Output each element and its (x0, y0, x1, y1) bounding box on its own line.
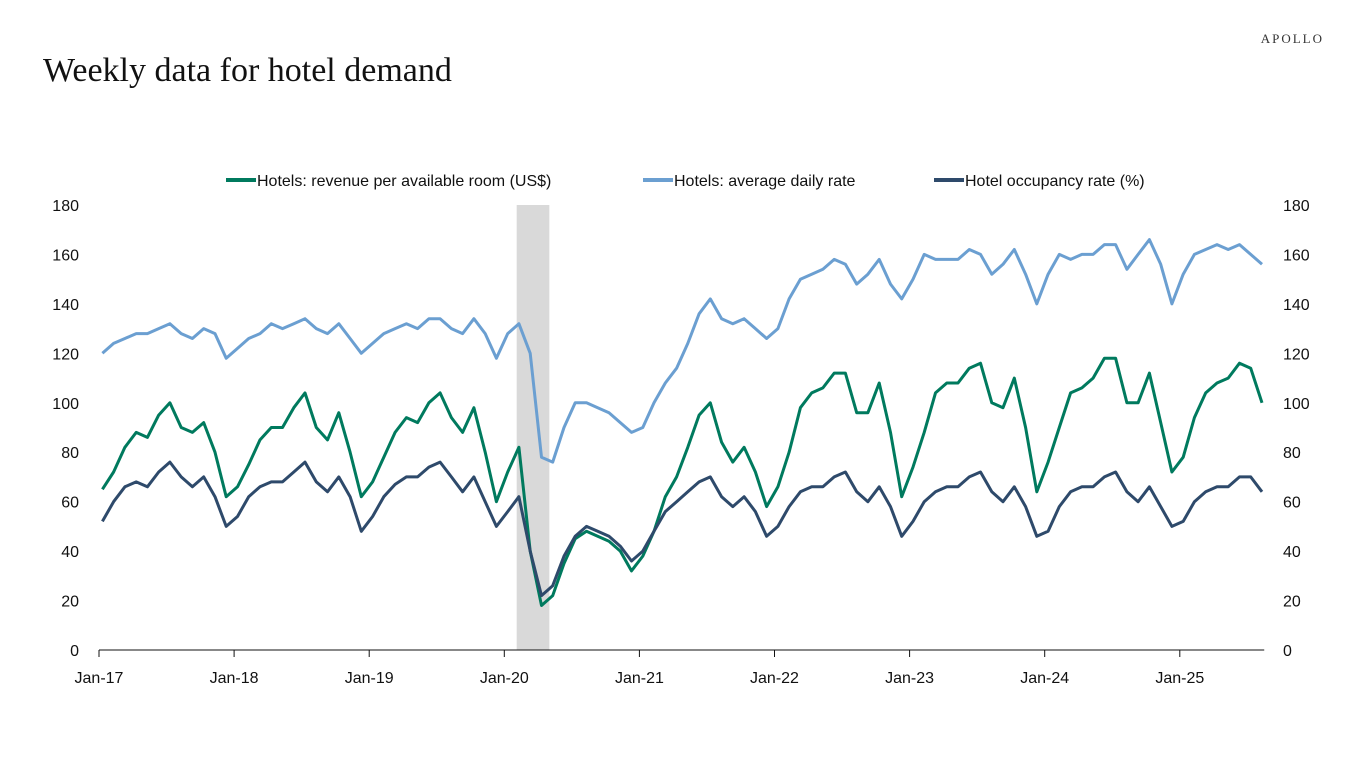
series-line-1 (101, 356, 1264, 607)
y2-tick-label: 0 (1283, 643, 1292, 660)
y-tick-label: 140 (52, 297, 79, 314)
legend-label: Hotel occupancy rate (%) (965, 173, 1145, 190)
y2-tick-label: 60 (1283, 495, 1301, 512)
x-tick-label: Jan-18 (210, 670, 259, 687)
series-line-2 (101, 238, 1263, 464)
y-tick-label: 20 (61, 594, 79, 611)
y2-tick-label: 140 (1283, 297, 1310, 314)
y-tick-label: 40 (61, 544, 79, 561)
y2-tick-label: 160 (1283, 247, 1310, 264)
x-tick-label: Jan-24 (1020, 670, 1069, 687)
x-tick-label: Jan-21 (615, 670, 664, 687)
y-tick-label: 60 (61, 495, 79, 512)
y-tick-label: 180 (52, 198, 79, 215)
y-tick-label: 120 (52, 346, 79, 363)
recession-shading (516, 205, 550, 650)
x-tick-label: Jan-25 (1155, 670, 1204, 687)
legend-label: Hotels: average daily rate (674, 173, 856, 190)
x-tick-label: Jan-23 (885, 670, 934, 687)
y-tick-label: 100 (52, 396, 79, 413)
y2-tick-label: 120 (1283, 346, 1310, 363)
y2-tick-label: 20 (1283, 594, 1301, 611)
y2-tick-label: 180 (1283, 198, 1310, 215)
y2-tick-label: 40 (1283, 544, 1301, 561)
x-tick-label: Jan-22 (750, 670, 799, 687)
x-tick-label: Jan-17 (75, 670, 124, 687)
y2-tick-label: 100 (1283, 396, 1310, 413)
apollo-logo: APOLLO (1260, 31, 1324, 46)
legend-label: Hotels: revenue per available room (US$) (257, 173, 551, 190)
y2-tick-label: 80 (1283, 445, 1301, 462)
y-tick-label: 0 (70, 643, 79, 660)
y-tick-label: 80 (61, 445, 79, 462)
x-tick-label: Jan-19 (345, 670, 394, 687)
x-tick-label: Jan-20 (480, 670, 529, 687)
page-title: Weekly data for hotel demand (43, 52, 452, 89)
series-line-3 (101, 460, 1264, 598)
y-tick-label: 160 (52, 247, 79, 264)
